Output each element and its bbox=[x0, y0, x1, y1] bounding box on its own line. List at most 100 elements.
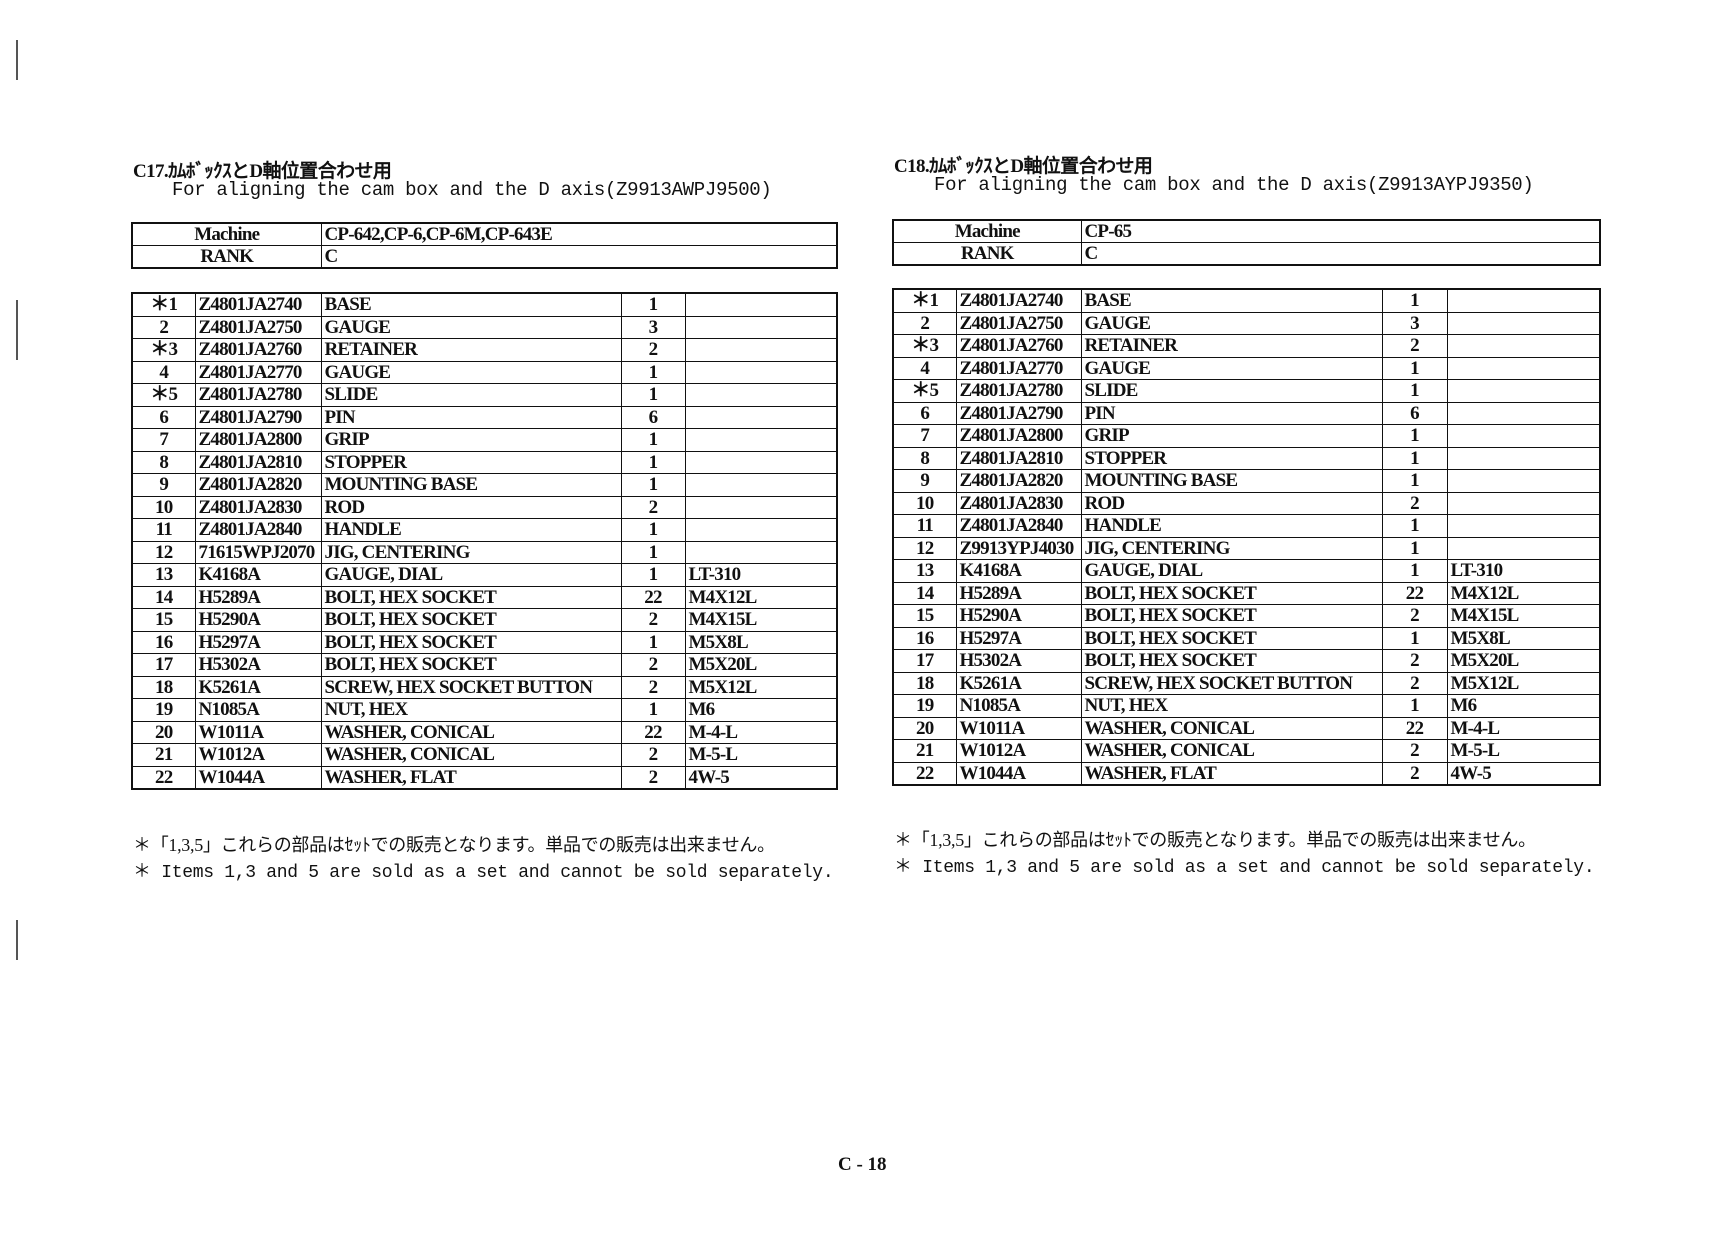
part-code-cell: W1011A bbox=[955, 716, 1082, 740]
table-row: 19 N1085A NUT, HEX 1 M6 bbox=[892, 694, 1601, 718]
scan-mark bbox=[16, 920, 18, 960]
spec-cell bbox=[684, 292, 838, 317]
spec-cell: M4X12L bbox=[1446, 581, 1601, 605]
spec-cell: M5X20L bbox=[1446, 649, 1601, 673]
part-number-cell: 10 bbox=[131, 495, 196, 519]
part-number-cell: 19 bbox=[892, 694, 957, 718]
quantity-cell: 1 bbox=[1381, 288, 1448, 313]
part-number-cell: 21 bbox=[892, 739, 957, 763]
part-number-cell: ＊1 bbox=[131, 292, 196, 317]
part-name-cell: NUT, HEX bbox=[320, 698, 622, 722]
quantity-cell: 1 bbox=[1381, 379, 1448, 403]
spec-cell bbox=[1446, 469, 1601, 493]
spec-cell bbox=[1446, 401, 1601, 425]
part-number-cell: ＊3 bbox=[131, 338, 196, 362]
parts-table: ＊1 Z4801JA2740 BASE 1 2 Z4801JA2750 GAUGE 3 ＊3 Z4… bbox=[892, 288, 1601, 786]
spec-cell: M4X12L bbox=[684, 585, 838, 609]
table-row: 14 H5289A BOLT, HEX SOCKET 22 M4X12L bbox=[131, 585, 838, 609]
quantity-cell: 6 bbox=[620, 405, 686, 429]
part-number-cell: 11 bbox=[131, 518, 196, 542]
part-name-cell: GAUGE bbox=[320, 315, 622, 339]
table-row: 20 W1011A WASHER, CONICAL 22 M-4-L bbox=[892, 716, 1601, 740]
quantity-cell: 2 bbox=[620, 608, 686, 632]
part-name-cell: GAUGE bbox=[320, 360, 622, 384]
part-name-cell: STOPPER bbox=[320, 450, 622, 474]
quantity-cell: 1 bbox=[620, 563, 686, 587]
part-name-cell: STOPPER bbox=[1080, 446, 1383, 470]
quantity-cell: 1 bbox=[620, 698, 686, 722]
part-code-cell: Z4801JA2820 bbox=[194, 473, 322, 497]
machine-label: Machine bbox=[892, 219, 1082, 243]
part-name-cell: PIN bbox=[1080, 401, 1383, 425]
quantity-cell: 1 bbox=[1381, 536, 1448, 560]
part-number-cell: 11 bbox=[892, 514, 957, 538]
rank-row: RANK C bbox=[131, 245, 838, 269]
part-name-cell: JIG, CENTERING bbox=[1080, 536, 1383, 560]
part-code-cell: W1012A bbox=[955, 739, 1082, 763]
spec-cell: M5X12L bbox=[684, 675, 838, 699]
spec-cell: 4W-5 bbox=[684, 765, 838, 790]
part-number-cell: 21 bbox=[131, 743, 196, 767]
part-number-cell: 18 bbox=[131, 675, 196, 699]
part-name-cell: BOLT, HEX SOCKET bbox=[320, 585, 622, 609]
quantity-cell: 1 bbox=[1381, 626, 1448, 650]
part-number-cell: 4 bbox=[131, 360, 196, 384]
spec-cell bbox=[1446, 491, 1601, 515]
part-number-cell: 13 bbox=[131, 563, 196, 587]
part-name-cell: WASHER, CONICAL bbox=[320, 720, 622, 744]
part-number-cell: 16 bbox=[131, 630, 196, 654]
part-code-cell: H5290A bbox=[955, 604, 1082, 628]
spec-cell bbox=[1446, 334, 1601, 358]
part-name-cell: BASE bbox=[320, 292, 622, 317]
machine-value: CP-65 bbox=[1080, 219, 1601, 243]
table-row: 18 K5261A SCREW, HEX SOCKET BUTTON 2 M5X12L bbox=[892, 671, 1601, 695]
table-row: 17 H5302A BOLT, HEX SOCKET 2 M5X20L bbox=[131, 653, 838, 677]
part-name-cell: GAUGE, DIAL bbox=[320, 563, 622, 587]
quantity-cell: 1 bbox=[1381, 446, 1448, 470]
table-row: 4 Z4801JA2770 GAUGE 1 bbox=[892, 356, 1601, 380]
quantity-cell: 1 bbox=[1381, 469, 1448, 493]
part-number-cell: 6 bbox=[131, 405, 196, 429]
table-row: 12 71615WPJ2070 JIG, CENTERING 1 bbox=[131, 540, 838, 564]
part-number-cell: 7 bbox=[131, 428, 196, 452]
part-code-cell: Z4801JA2840 bbox=[955, 514, 1082, 538]
part-code-cell: Z4801JA2790 bbox=[194, 405, 322, 429]
part-code-cell: Z9913YPJ4030 bbox=[955, 536, 1082, 560]
part-code-cell: W1044A bbox=[194, 765, 322, 790]
quantity-cell: 2 bbox=[620, 495, 686, 519]
table-row: 11 Z4801JA2840 HANDLE 1 bbox=[892, 514, 1601, 538]
section-subtitle: For aligning the cam box and the D axis(… bbox=[934, 174, 1534, 196]
table-row: ＊1 Z4801JA2740 BASE 1 bbox=[131, 292, 838, 317]
table-row: 20 W1011A WASHER, CONICAL 22 M-4-L bbox=[131, 720, 838, 744]
part-number-cell: ＊5 bbox=[131, 383, 196, 407]
table-row: 9 Z4801JA2820 MOUNTING BASE 1 bbox=[892, 469, 1601, 493]
quantity-cell: 22 bbox=[620, 720, 686, 744]
quantity-cell: 2 bbox=[620, 743, 686, 767]
part-name-cell: BOLT, HEX SOCKET bbox=[320, 608, 622, 632]
part-name-cell: GAUGE, DIAL bbox=[1080, 559, 1383, 583]
part-name-cell: GRIP bbox=[320, 428, 622, 452]
quantity-cell: 2 bbox=[1381, 739, 1448, 763]
part-name-cell: BOLT, HEX SOCKET bbox=[1080, 604, 1383, 628]
part-code-cell: Z4801JA2740 bbox=[194, 292, 322, 317]
part-number-cell: 12 bbox=[892, 536, 957, 560]
part-code-cell: W1012A bbox=[194, 743, 322, 767]
spec-cell: M4X15L bbox=[684, 608, 838, 632]
table-row: 18 K5261A SCREW, HEX SOCKET BUTTON 2 M5X12L bbox=[131, 675, 838, 699]
quantity-cell: 1 bbox=[620, 292, 686, 317]
quantity-cell: 2 bbox=[1381, 649, 1448, 673]
part-number-cell: 7 bbox=[892, 424, 957, 448]
table-row: 8 Z4801JA2810 STOPPER 1 bbox=[131, 450, 838, 474]
part-code-cell: Z4801JA2800 bbox=[955, 424, 1082, 448]
rank-label: RANK bbox=[892, 242, 1082, 266]
part-code-cell: H5289A bbox=[955, 581, 1082, 605]
spec-cell bbox=[1446, 536, 1601, 560]
quantity-cell: 2 bbox=[620, 338, 686, 362]
part-code-cell: Z4801JA2750 bbox=[955, 311, 1082, 335]
part-name-cell: SLIDE bbox=[1080, 379, 1383, 403]
part-number-cell: 19 bbox=[131, 698, 196, 722]
part-name-cell: MOUNTING BASE bbox=[1080, 469, 1383, 493]
spec-cell: M5X8L bbox=[1446, 626, 1601, 650]
part-code-cell: Z4801JA2780 bbox=[194, 383, 322, 407]
quantity-cell: 1 bbox=[1381, 424, 1448, 448]
